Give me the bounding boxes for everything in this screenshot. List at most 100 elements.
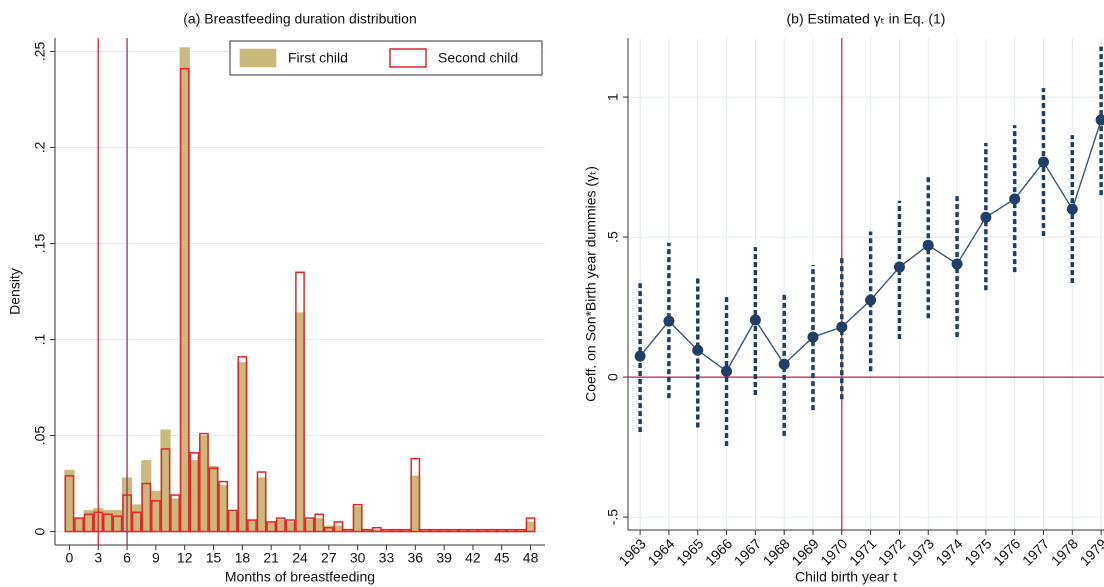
x-tick-label: 36 bbox=[408, 550, 424, 566]
y-axis-label: Coeff. on Son*Birth year dummies (γₜ) bbox=[583, 166, 599, 402]
chart-title: (a) Breastfeeding duration distribution bbox=[183, 11, 416, 27]
x-tick-label: 1976 bbox=[990, 535, 1023, 568]
bar bbox=[458, 528, 469, 533]
x-axis-label: Months of breastfeeding bbox=[225, 569, 375, 585]
point bbox=[980, 211, 992, 223]
bar bbox=[468, 528, 478, 533]
x-tick-label: 6 bbox=[123, 550, 131, 566]
point bbox=[1009, 193, 1021, 205]
y-tick-label: .15 bbox=[32, 234, 48, 254]
point bbox=[778, 358, 790, 370]
bar bbox=[199, 432, 209, 533]
x-tick-label: 1979 bbox=[1077, 535, 1104, 568]
bar bbox=[170, 494, 180, 533]
y-tick-label: .05 bbox=[32, 426, 48, 446]
legend-swatch bbox=[239, 48, 277, 68]
point bbox=[1066, 203, 1078, 215]
x-tick-label: 1970 bbox=[817, 535, 850, 568]
bar bbox=[218, 480, 228, 533]
x-tick-label: 21 bbox=[263, 550, 279, 566]
point bbox=[893, 261, 905, 273]
bar bbox=[420, 528, 430, 533]
x-tick-label: 1968 bbox=[760, 535, 793, 568]
bar bbox=[487, 528, 498, 533]
bar bbox=[429, 528, 440, 533]
x-tick-label: 1967 bbox=[731, 535, 764, 568]
point bbox=[692, 344, 704, 356]
bar bbox=[343, 528, 353, 533]
x-tick-label: 1963 bbox=[615, 535, 648, 568]
x-tick-label: 1965 bbox=[673, 535, 706, 568]
bar bbox=[381, 528, 392, 533]
bar bbox=[131, 511, 142, 533]
bar bbox=[506, 528, 517, 533]
point bbox=[749, 314, 761, 326]
bar bbox=[179, 67, 190, 533]
point bbox=[1037, 156, 1049, 168]
bar bbox=[333, 521, 344, 533]
point bbox=[663, 315, 675, 327]
x-tick-label: 1978 bbox=[1048, 535, 1081, 568]
bar bbox=[391, 528, 401, 533]
x-tick-label: 48 bbox=[523, 550, 539, 566]
y-tick-label: 0 bbox=[605, 373, 621, 381]
x-tick-label: 3 bbox=[94, 550, 102, 566]
bar bbox=[102, 513, 113, 533]
bar bbox=[400, 528, 411, 533]
bar bbox=[151, 500, 161, 533]
x-tick-label: 1974 bbox=[932, 535, 965, 568]
x-tick-label: 24 bbox=[292, 550, 308, 566]
x-tick-label: 1969 bbox=[788, 535, 821, 568]
bar bbox=[74, 517, 84, 533]
x-tick-label: 18 bbox=[235, 550, 251, 566]
point bbox=[634, 350, 646, 362]
x-tick-label: 1975 bbox=[961, 535, 994, 568]
bar bbox=[256, 471, 267, 533]
point bbox=[721, 365, 733, 377]
bar bbox=[64, 475, 75, 533]
x-tick-label: 1971 bbox=[846, 535, 879, 568]
x-tick-label: 1977 bbox=[1019, 535, 1052, 568]
y-tick-label: .1 bbox=[32, 333, 48, 345]
point bbox=[836, 321, 848, 333]
point bbox=[807, 331, 819, 343]
point bbox=[1095, 114, 1104, 126]
x-tick-label: 45 bbox=[494, 550, 510, 566]
bar bbox=[227, 509, 238, 533]
bar bbox=[410, 457, 421, 533]
panel: (a) Breastfeeding duration distribution 0… bbox=[7, 11, 545, 585]
bar bbox=[141, 482, 152, 533]
bar bbox=[314, 513, 325, 533]
y-tick-label: 1 bbox=[605, 93, 621, 101]
bar bbox=[352, 503, 363, 533]
bar bbox=[323, 526, 334, 533]
x-tick-label: 42 bbox=[465, 550, 481, 566]
x-tick-label: 1973 bbox=[904, 535, 937, 568]
x-tick-label: 27 bbox=[321, 550, 337, 566]
bar bbox=[477, 528, 488, 533]
bar bbox=[496, 528, 507, 533]
legend-swatch bbox=[389, 48, 427, 68]
bar bbox=[448, 528, 459, 533]
x-tick-label: 0 bbox=[66, 550, 74, 566]
bar bbox=[525, 517, 536, 533]
x-tick-label: 30 bbox=[350, 550, 366, 566]
bar bbox=[237, 356, 248, 533]
bar bbox=[160, 448, 171, 533]
bar bbox=[208, 467, 219, 533]
bar bbox=[189, 452, 200, 533]
x-tick-label: 1964 bbox=[644, 535, 677, 568]
x-axis-label: Child birth year t bbox=[795, 569, 897, 585]
x-tick-label: 1972 bbox=[875, 535, 908, 568]
bar bbox=[516, 528, 526, 533]
bar bbox=[83, 513, 94, 533]
bar bbox=[362, 528, 373, 533]
point bbox=[951, 258, 963, 270]
bar bbox=[247, 519, 257, 533]
y-tick-label: .5 bbox=[605, 231, 621, 243]
x-tick-label: 15 bbox=[206, 550, 222, 566]
y-tick-label: .25 bbox=[32, 42, 48, 62]
x-tick-label: 33 bbox=[379, 550, 395, 566]
point bbox=[865, 294, 877, 306]
